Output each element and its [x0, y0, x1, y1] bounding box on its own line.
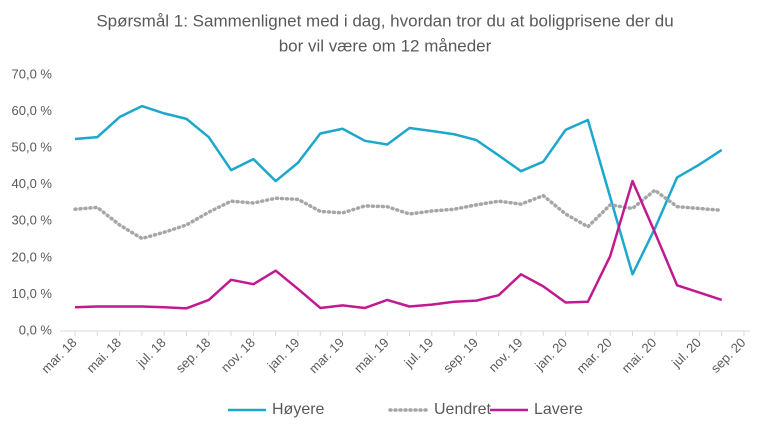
legend-label: Lavere [534, 401, 583, 418]
x-tick-label: nov. 18 [218, 335, 258, 375]
y-tick-label: 10,0 % [12, 286, 53, 301]
y-tick-label: 20,0 % [12, 249, 53, 264]
y-tick-label: 40,0 % [12, 176, 53, 191]
x-tick-label: sep. 20 [708, 335, 749, 376]
x-tick-label: sep. 18 [173, 335, 214, 376]
legend-label: Uendret [434, 401, 491, 418]
y-tick-label: 60,0 % [12, 103, 53, 118]
x-tick-label: mar. 18 [38, 335, 79, 376]
x-tick-label: jul. 18 [133, 335, 169, 371]
x-tick-label: mar. 19 [306, 335, 347, 376]
series-line [74, 179, 723, 310]
x-tick-label: mai. 18 [83, 335, 124, 376]
x-tick-label: sep. 19 [440, 335, 481, 376]
y-tick-label: 30,0 % [12, 213, 53, 228]
x-tick-label: jan. 19 [264, 335, 303, 374]
y-tick-label: 70,0 % [12, 66, 53, 81]
x-tick-label: mar. 20 [573, 335, 614, 376]
x-tick-label: jan. 20 [531, 335, 570, 374]
x-tick-label: jul. 20 [668, 335, 704, 371]
series-line [74, 104, 723, 276]
series-line [73, 188, 724, 241]
y-tick-label: 50,0 % [12, 140, 53, 155]
x-tick-label: mai. 19 [351, 335, 392, 376]
x-tick-label: mai. 20 [619, 335, 660, 376]
chart-title: bor vil være om 12 måneder [279, 36, 492, 55]
y-tick-label: 0,0 % [19, 322, 53, 337]
x-tick-label: jul. 19 [400, 335, 436, 371]
chart-title: Spørsmål 1: Sammenlignet med i dag, hvor… [96, 11, 673, 30]
legend-label: Høyere [272, 401, 325, 418]
x-tick-label: nov. 19 [485, 335, 525, 375]
